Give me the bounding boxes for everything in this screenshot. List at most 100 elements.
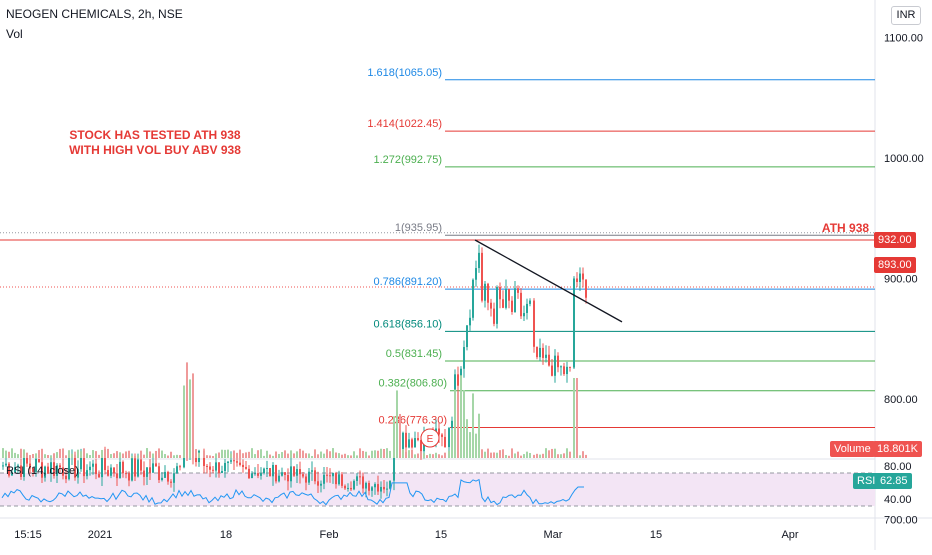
candle-body xyxy=(517,288,519,293)
volume-bar xyxy=(116,451,118,458)
volume-bar xyxy=(481,449,483,458)
volume-bar xyxy=(420,451,422,458)
candle-body xyxy=(230,460,232,462)
candle-body xyxy=(209,466,211,470)
y-tick-label: 1000.00 xyxy=(884,153,924,165)
earnings-marker-letter: E xyxy=(427,434,434,445)
candle-body xyxy=(278,475,280,482)
volume-bar xyxy=(104,449,106,458)
candle-body xyxy=(152,463,154,473)
rsi-indicator-label[interactable]: RSI (14, close) xyxy=(6,465,79,477)
candle-body xyxy=(20,465,22,477)
candle-body xyxy=(414,438,416,448)
candle-body xyxy=(505,288,507,308)
volume-bar xyxy=(98,454,100,458)
volume-bar xyxy=(557,454,559,458)
volume-bar xyxy=(308,453,310,458)
candle-body xyxy=(466,325,468,348)
candle-body xyxy=(128,473,130,481)
candle-body xyxy=(17,465,19,468)
volume-bar xyxy=(454,389,456,458)
volume-bar xyxy=(463,390,465,458)
price-badge-932: 932.00 xyxy=(874,232,916,248)
volume-bar xyxy=(176,454,178,458)
volume-bar xyxy=(493,452,495,458)
y-tick-label: 700.00 xyxy=(884,514,918,526)
volume-bar xyxy=(511,448,513,458)
volume-bar xyxy=(212,455,214,458)
candle-body xyxy=(529,300,531,304)
candle-body xyxy=(104,455,106,471)
fib-level-label: 1.414(1022.45) xyxy=(367,118,442,130)
y-tick-label: 900.00 xyxy=(884,274,918,286)
candle-body xyxy=(533,300,535,347)
candle-body xyxy=(29,463,31,469)
volume-bar xyxy=(62,448,64,458)
volume-bar xyxy=(542,453,544,458)
candle-body xyxy=(490,302,492,309)
candle-body xyxy=(8,463,10,476)
volume-bar xyxy=(284,450,286,458)
volume-bar xyxy=(275,451,277,458)
candle-body xyxy=(134,458,136,477)
candle-body xyxy=(539,347,541,358)
candle-body xyxy=(469,317,471,326)
volume-bar xyxy=(92,450,94,458)
candle-body xyxy=(56,465,58,476)
volume-bar xyxy=(380,448,382,458)
volume-bar xyxy=(14,452,16,458)
currency-button[interactable]: INR xyxy=(891,6,921,25)
candle-body xyxy=(260,473,262,476)
volume-bar xyxy=(499,450,501,458)
candle-body xyxy=(65,475,67,480)
candle-body xyxy=(110,467,112,476)
volume-bar xyxy=(32,453,34,458)
volume-bar xyxy=(68,450,70,458)
volume-bar xyxy=(245,452,247,458)
volume-bar xyxy=(408,450,410,458)
volume-bar xyxy=(490,452,492,458)
candle-body xyxy=(98,474,100,478)
volume-indicator-label[interactable]: Vol xyxy=(6,27,23,41)
candle-body xyxy=(508,288,510,301)
volume-bar xyxy=(383,449,385,458)
candle-body xyxy=(380,486,382,492)
volume-bar xyxy=(143,454,145,458)
volume-bar xyxy=(161,450,163,458)
volume-bar xyxy=(411,449,413,458)
candle-body xyxy=(341,474,343,486)
candle-body xyxy=(290,466,292,482)
candle-body xyxy=(215,462,217,471)
volume-bar xyxy=(71,453,73,458)
candle-body xyxy=(62,467,64,476)
volume-bar xyxy=(11,448,13,458)
volume-bar xyxy=(526,451,528,458)
volume-bar xyxy=(432,454,434,458)
fib-level-label: 1.272(992.75) xyxy=(374,154,443,166)
volume-bar xyxy=(444,452,446,458)
volume-bar xyxy=(323,453,325,458)
volume-bar xyxy=(119,452,121,458)
candle-body xyxy=(393,444,395,481)
candle-body xyxy=(448,428,450,448)
volume-bar xyxy=(441,455,443,458)
candle-body xyxy=(146,467,148,477)
volume-bar xyxy=(236,452,238,458)
candle-body xyxy=(92,463,94,467)
candle-body xyxy=(155,463,157,467)
candle-body xyxy=(131,458,133,481)
candle-body xyxy=(50,462,52,474)
rsi-tick-80: 80.00 xyxy=(884,461,912,473)
volume-bar xyxy=(158,448,160,458)
candle-body xyxy=(236,461,238,463)
volume-bar xyxy=(23,449,25,458)
earnings-marker-icon xyxy=(420,428,440,448)
candle-body xyxy=(113,467,115,474)
volume-bar xyxy=(523,454,525,458)
candle-body xyxy=(496,287,498,324)
symbol-title[interactable]: NEOGEN CHEMICALS, 2h, NSE xyxy=(6,7,183,21)
candle-body xyxy=(499,287,501,300)
candle-body xyxy=(218,462,220,473)
